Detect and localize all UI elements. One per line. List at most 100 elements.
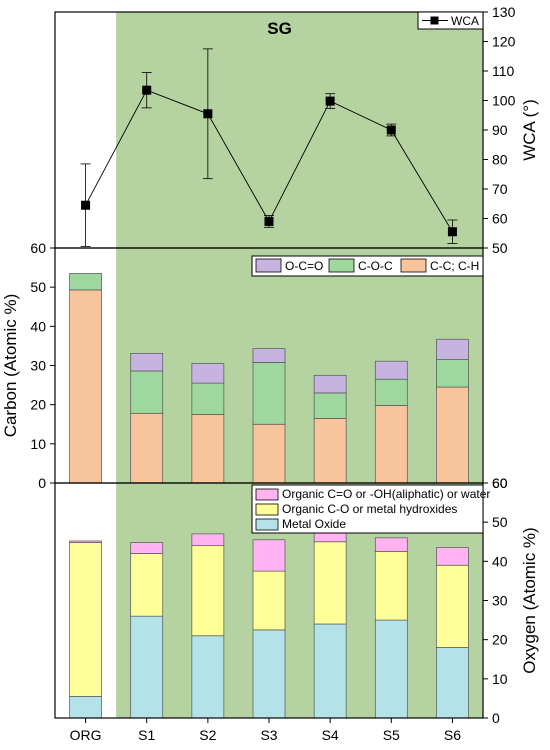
- legend-swatch-metal-oxide: [255, 518, 279, 531]
- oxygen-tick-label: 40: [492, 553, 508, 569]
- oxygen-bar-segment: [69, 540, 102, 543]
- wca-point: [325, 96, 335, 106]
- legend-swatch-c-c-c-h: [400, 258, 427, 273]
- wca-tick-label: 80: [492, 152, 508, 168]
- legend-label-organic-c-o-oh: Organic C=O or -OH(aliphatic) or water: [282, 487, 490, 501]
- wca-point: [264, 216, 274, 226]
- oxygen-bar-segment: [436, 564, 469, 648]
- oxygen-tick-label: 60: [492, 475, 508, 491]
- carbon-tick-label: 20: [30, 397, 46, 413]
- carbon-bar-segment: [313, 418, 347, 484]
- carbon-bar-segment: [69, 289, 102, 484]
- oxygen-tick-label: 0: [492, 710, 500, 726]
- legend-swatch-organic-c-o: [255, 503, 279, 516]
- oxygen-legend: Organic C=O or -OH(aliphatic) or water O…: [251, 484, 490, 534]
- carbon-bar-segment: [436, 338, 469, 360]
- wca-point: [447, 227, 457, 237]
- legend-swatch-o-c-o: [255, 258, 282, 273]
- wca-point: [203, 109, 213, 119]
- oxygen-bar-segment: [374, 551, 408, 621]
- wca-tick-label: 60: [492, 211, 508, 227]
- carbon-bar-segment: [374, 405, 408, 484]
- sg-shade-rect: [116, 12, 484, 718]
- wca-tick-label: 50: [492, 240, 508, 256]
- oxygen-bar-segment: [69, 696, 102, 719]
- carbon-bar-segment: [191, 363, 225, 384]
- oxygen-bar-segment: [374, 619, 408, 719]
- wca-legend: WCA: [417, 11, 484, 30]
- oxygen-bar-segment: [436, 547, 469, 566]
- legend-swatch-organic-c-o-oh: [255, 488, 279, 501]
- oxygen-bar-segment: [252, 539, 286, 572]
- wca-tick-label: 130: [492, 4, 516, 20]
- oxygen-bar-segment: [130, 542, 164, 554]
- carbon-right-tick-label: 60: [492, 475, 508, 491]
- oxygen-bar-segment: [191, 545, 225, 637]
- oxygen-bar-segment: [191, 533, 225, 547]
- oxygen-bar-segment: [436, 647, 469, 719]
- carbon-legend: O-C=O C-O-C C-C; C-H: [251, 255, 484, 277]
- sg-annotation: SG: [267, 19, 292, 38]
- carbon-bar-segment: [191, 382, 225, 415]
- wca-tick-label: 100: [492, 93, 516, 109]
- wca-axis-title: WCA (°): [520, 99, 539, 161]
- carbon-bar-segment: [252, 362, 286, 425]
- carbon-tick-label: 0: [38, 475, 46, 491]
- x-tick-label: S1: [138, 727, 155, 743]
- wca-point: [386, 125, 396, 135]
- oxygen-bar-segment: [313, 541, 347, 625]
- wca-point: [81, 200, 91, 210]
- oxygen-bar-segment: [374, 537, 408, 552]
- oxygen-legend-box: [251, 484, 484, 534]
- plot-area: 50 60 70 80 90 100 110 120 130 0 10 20 30 40 50 0 10 20 30…: [30, 4, 515, 743]
- oxygen-bar-segment: [252, 629, 286, 719]
- carbon-bar-segment: [252, 423, 286, 484]
- oxygen-bar-segment: [69, 542, 102, 697]
- carbon-bar-segment: [69, 273, 102, 291]
- wca-legend-box: [417, 11, 484, 30]
- carbon-bar-segment: [436, 386, 469, 484]
- x-tick-label: S3: [260, 727, 277, 743]
- carbon-bar-segment: [374, 360, 408, 380]
- sg-shaded-region: [116, 12, 484, 718]
- carbon-tick-label: 50: [30, 279, 46, 295]
- carbon-tick-label: 30: [30, 358, 46, 374]
- carbon-bar-segment: [130, 412, 164, 484]
- legend-swatch-c-o-c: [328, 258, 355, 273]
- carbon-bar-segment: [374, 378, 408, 406]
- carbon-bar-segment: [130, 353, 164, 372]
- wca-tick-label: 110: [492, 63, 515, 79]
- carbon-axis-title: Carbon (Atomic %): [1, 294, 20, 438]
- x-tick-label: S6: [444, 727, 461, 743]
- carbon-bar-segment: [313, 374, 347, 394]
- oxygen-bar-segment: [252, 570, 286, 631]
- oxygen-axis-title: Oxygen (Atomic %): [520, 527, 539, 673]
- wca-tick-label: 120: [492, 34, 516, 50]
- wca-left-tick-label: 60: [30, 240, 46, 256]
- wca-legend-marker: [430, 16, 439, 25]
- carbon-bar-segment: [252, 348, 286, 363]
- legend-label-organic-c-o: Organic C-O or metal hydroxides: [282, 502, 457, 516]
- oxygen-tick-label: 20: [492, 632, 508, 648]
- carbon-bar-segment: [191, 414, 225, 484]
- carbon-bar-segment: [313, 392, 347, 419]
- oxygen-bar-segment: [130, 615, 164, 719]
- panel-frame: [54, 482, 484, 719]
- legend-label-c-c-c-h: C-C; C-H: [430, 259, 479, 273]
- wca-legend-label: WCA: [451, 14, 479, 28]
- legend-label-c-o-c: C-O-C: [358, 259, 393, 273]
- carbon-tick-label: 40: [30, 318, 46, 334]
- wca-tick-label: 90: [492, 122, 508, 138]
- oxygen-bar-segment: [191, 635, 225, 719]
- oxygen-tick-label: 50: [492, 514, 508, 530]
- wca-point: [142, 85, 152, 95]
- legend-label-o-c-o: O-C=O: [285, 259, 323, 273]
- carbon-bar-segment: [130, 370, 164, 414]
- oxygen-tick-label: 10: [492, 671, 508, 687]
- x-tick-label: S5: [383, 727, 400, 743]
- x-tick-label: S2: [199, 727, 216, 743]
- oxygen-bar-segment: [130, 553, 164, 617]
- x-tick-label: ORG: [70, 727, 102, 743]
- oxygen-tick-label: 30: [492, 593, 508, 609]
